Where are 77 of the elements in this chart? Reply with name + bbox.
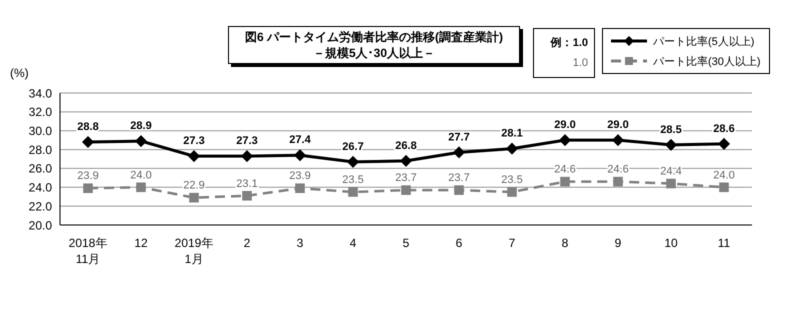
data-label: 23.9 [77,170,99,182]
data-label: 26.8 [395,140,417,152]
data-label: 29.0 [607,119,629,132]
point [295,183,305,194]
point [347,156,359,168]
point [560,176,570,186]
data-label: 28.8 [77,121,99,134]
x-tick-label: 2019年 1月 [174,236,214,266]
y-tick-label: 30.0 [28,124,52,138]
x-tick-label: 11 [718,236,731,250]
point [453,146,465,158]
x-tick-label: 8 [562,236,569,250]
point [559,134,571,146]
data-label: 23.5 [501,174,523,186]
point [241,150,253,162]
point [242,190,252,201]
data-label: 28.1 [501,128,523,140]
data-label: 23.5 [342,174,364,186]
point [506,142,518,155]
point [188,150,200,162]
data-label: 27.4 [289,134,312,146]
data-label: 29.0 [554,119,576,132]
y-tick-label: 20.0 [28,218,52,232]
y-tick-label: 22.0 [28,199,52,214]
point [83,183,93,194]
point [136,182,146,192]
legend-label: パート比率(5人以上) [653,34,754,48]
x-tick-label: 2018年 11月 [68,236,108,266]
data-label: 27.7 [448,131,470,144]
data-label: 23.7 [448,172,470,184]
data-label: 24.0 [130,169,152,182]
data-label: 26.7 [342,140,364,153]
x-tick-label: 2 [244,236,251,250]
y-axis-title: (%) [10,66,29,80]
point [82,136,94,148]
point [613,176,623,186]
point [665,138,677,151]
chart-subtitle: －規模5人･30人以上－ [312,45,436,61]
y-tick-label: 34.0 [28,86,52,100]
x-tick-label: 12 [134,236,148,250]
point [189,192,199,202]
point [454,185,464,195]
data-label: 28.9 [130,120,152,132]
x-tick-label: 4 [350,236,357,250]
x-tick-label: 5 [402,236,410,250]
text: 1.0 [572,56,588,71]
point [666,178,676,188]
point [718,138,730,150]
data-label: 28.5 [660,124,682,136]
x-tick-label: 6 [456,236,463,250]
data-label: 23.7 [395,172,417,184]
y-tick-label: 32.0 [28,105,52,120]
text: 例：1.0 [549,36,588,51]
data-label: 28.6 [713,122,735,135]
data-label: 27.3 [236,135,258,148]
chart-title: 図6 パートタイム労働者比率の推移(調査産業計) [244,29,504,45]
point [612,134,624,146]
y-tick-label: 28.0 [28,142,52,157]
point [294,149,306,162]
point [719,182,729,192]
x-tick-label: 3 [296,236,304,250]
point [507,187,517,197]
point [348,187,358,197]
y-tick-label: 26.0 [28,162,52,176]
x-tick-label: 7 [508,236,516,250]
data-label: 27.3 [183,135,205,148]
point [135,135,147,148]
data-label: 23.9 [289,170,311,182]
y-tick-label: 24.0 [28,180,52,195]
point [401,185,411,195]
x-tick-label: 9 [614,236,622,250]
legend-label: パート比率(30人以上) [653,54,761,68]
data-label: 23.1 [236,178,258,190]
point [400,154,412,167]
x-tick-label: 10 [664,236,678,250]
data-label: 24.4 [660,166,682,178]
data-label: 24.0 [713,169,735,182]
